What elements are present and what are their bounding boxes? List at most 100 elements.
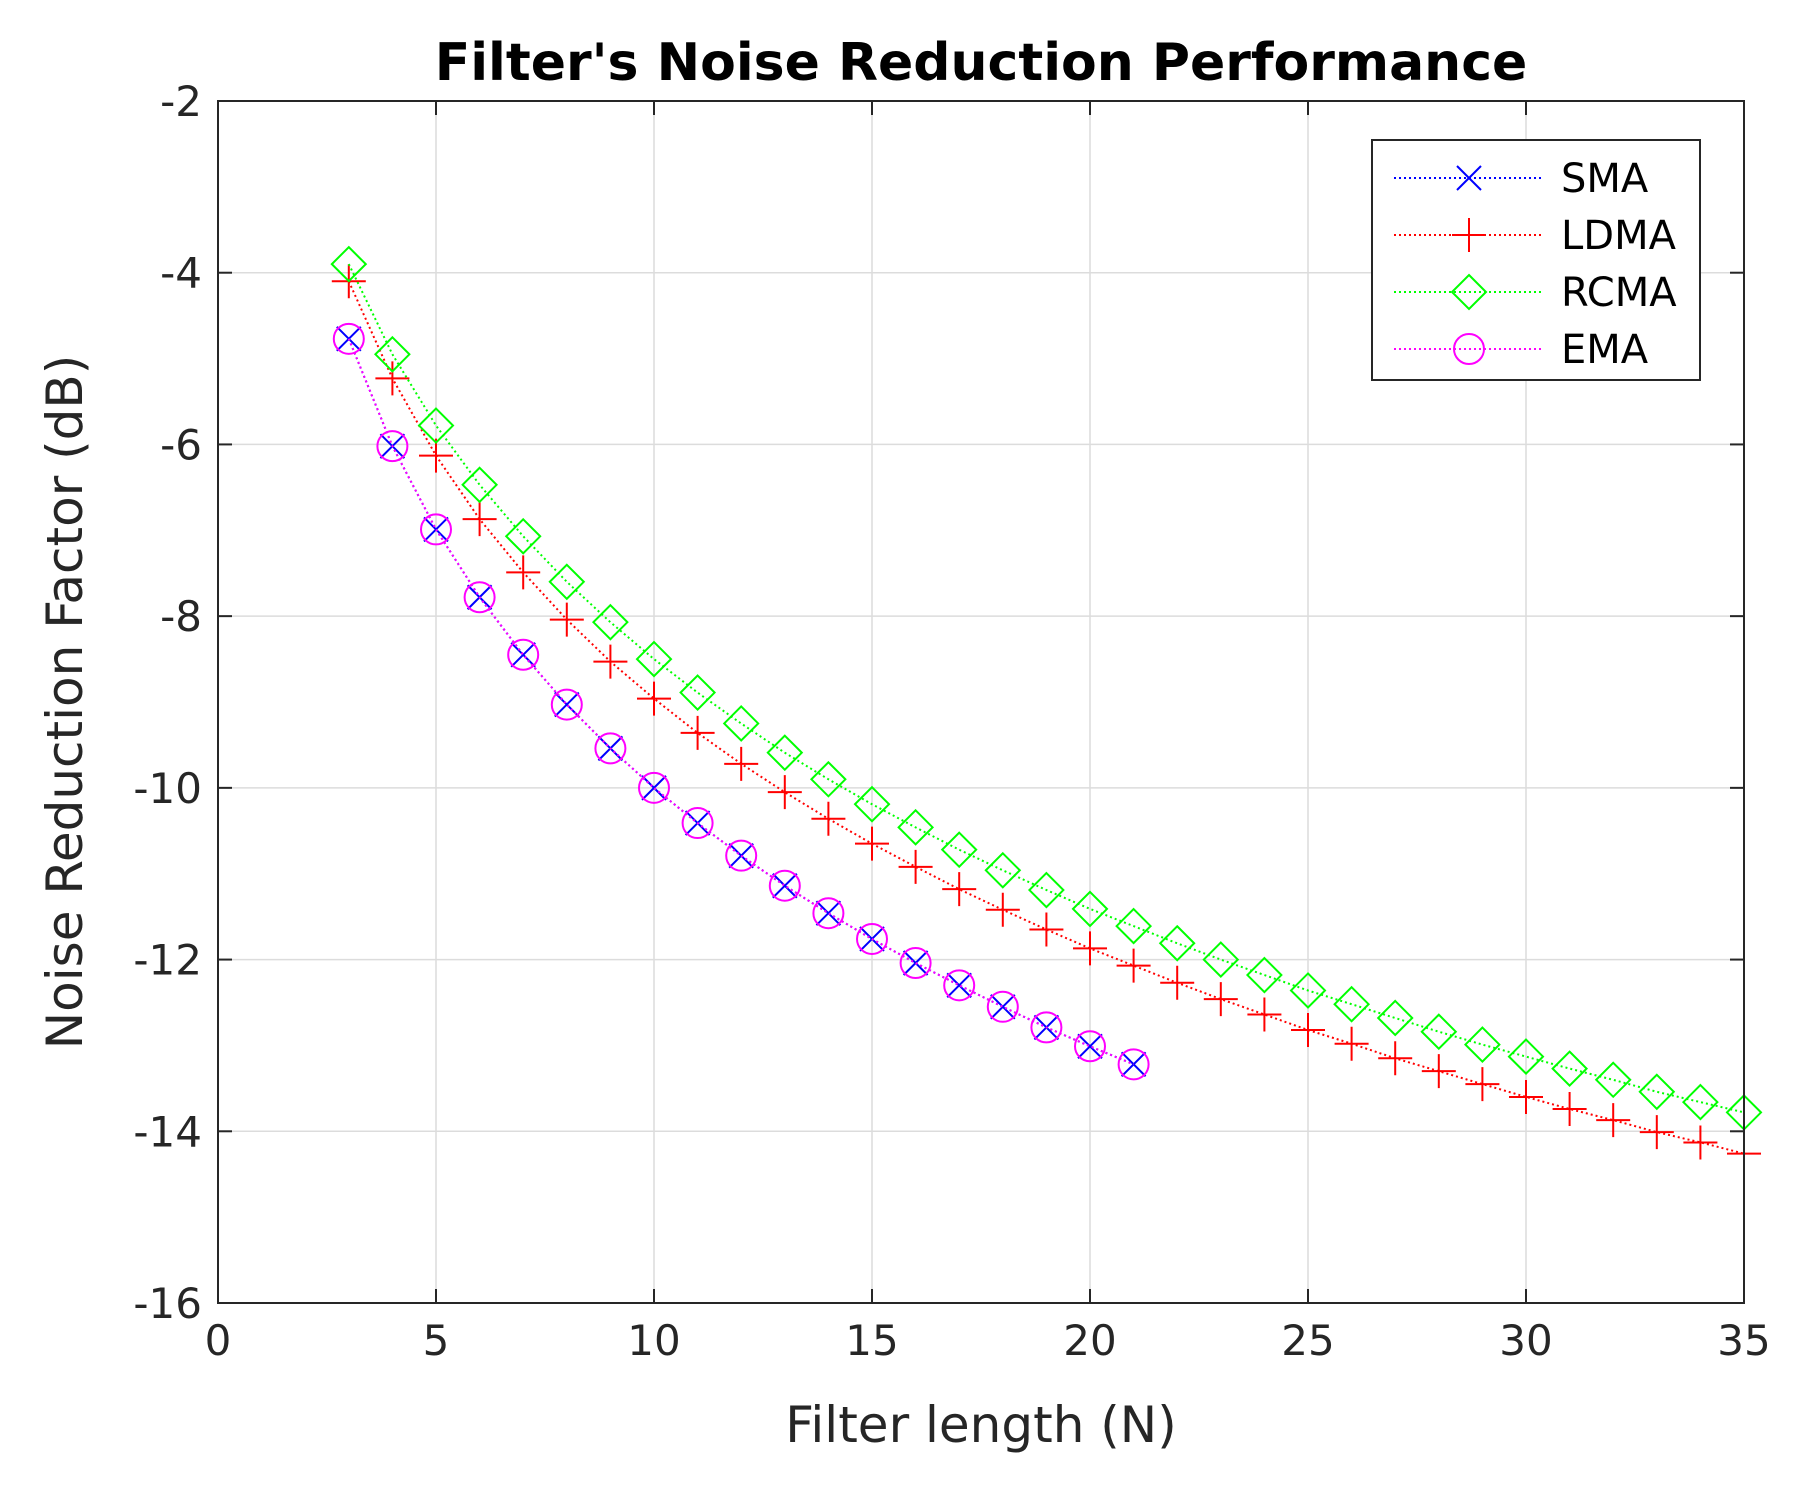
rcma-point: [897, 808, 935, 846]
legend-item-rcma: RCMA: [1394, 270, 1677, 316]
sma-point: [902, 950, 929, 976]
ema-point: [986, 990, 1019, 1023]
y-axis-label: Noise Reduction Factor (dB): [36, 355, 94, 1049]
ema-point: [550, 688, 583, 721]
ldma-point: [419, 438, 453, 473]
ldma-point: [1639, 1115, 1674, 1150]
x-tick-label: 5: [423, 1316, 450, 1365]
rcma-point: [1463, 1026, 1501, 1063]
rcma-point: [1245, 956, 1283, 994]
ldma-point: [637, 681, 671, 716]
ema-point: [1117, 1048, 1150, 1081]
ema-point: [638, 771, 670, 804]
legend-marker-ema: [1453, 333, 1485, 365]
sma-point: [641, 775, 667, 801]
x-tick-label: 0: [205, 1316, 232, 1365]
legend-marker-sma: [1456, 165, 1482, 191]
ldma-point: [549, 602, 584, 637]
y-tick-label: -4: [160, 249, 202, 298]
ldma-point: [855, 826, 889, 861]
sma-point: [1120, 1051, 1147, 1078]
ema-point: [812, 897, 845, 930]
y-tick-label: -14: [133, 1107, 202, 1156]
rcma-point: [1202, 941, 1240, 978]
legend-marker-ldma: [1452, 218, 1486, 252]
rcma-point: [853, 785, 891, 823]
legend-entries: SMA LDMA RCMA EMA: [1394, 156, 1677, 373]
ema-point: [420, 513, 452, 546]
plot-frame: [217, 100, 1745, 1304]
ema-point: [681, 807, 714, 840]
rcma-line: [347, 263, 1745, 1114]
rcma-point: [591, 603, 629, 641]
ldma-point: [1247, 997, 1282, 1032]
sma-point: [772, 873, 798, 899]
legend: SMA LDMA RCMA EMA: [1371, 139, 1701, 381]
ldma-point: [1334, 1026, 1369, 1061]
rcma-point: [1376, 999, 1414, 1037]
ldma-point: [942, 872, 977, 907]
rcma-point: [1158, 924, 1196, 962]
rcma-point: [1115, 907, 1153, 945]
x-tick-label: 10: [627, 1316, 680, 1365]
rcma-point: [635, 640, 673, 678]
sma-point: [728, 842, 754, 869]
legend-label-sma: SMA: [1561, 156, 1649, 202]
x-tick-label: 30: [1499, 1316, 1552, 1365]
ldma-point: [1073, 931, 1107, 966]
ldma-point: [898, 849, 933, 884]
legend-box: [1371, 139, 1701, 381]
legend-label-ema: EMA: [1561, 327, 1649, 373]
sma-point: [815, 900, 842, 926]
ldma-point: [1421, 1054, 1456, 1089]
ldma-point: [1378, 1041, 1413, 1076]
ema-point: [899, 947, 932, 980]
ldma-point: [1465, 1067, 1500, 1102]
ldma-point: [1552, 1091, 1587, 1126]
y-tick-label: -12: [133, 936, 202, 985]
series-layer: [330, 245, 1763, 1171]
legend-marker-rcma: [1450, 273, 1488, 311]
ema-point: [1074, 1030, 1106, 1063]
ldma-line: [347, 280, 1745, 1155]
legend-item-ldma: LDMA: [1394, 213, 1677, 259]
ldma-point: [1596, 1103, 1631, 1138]
rcma-point: [504, 517, 542, 555]
rcma-point: [330, 245, 368, 283]
rcma-point: [1638, 1073, 1676, 1111]
ema-point: [594, 732, 627, 765]
series-ema: [332, 322, 1150, 1081]
ema-point: [1030, 1011, 1063, 1044]
ldma-point: [724, 746, 759, 781]
rcma-point: [766, 734, 804, 772]
y-tick-label: -6: [160, 420, 202, 469]
rcma-point: [461, 466, 499, 504]
ldma-point: [1683, 1125, 1718, 1160]
rcma-point: [1333, 985, 1371, 1023]
legend-label-ldma: LDMA: [1561, 213, 1677, 259]
ldma-point: [767, 775, 802, 810]
sma-point: [1077, 1033, 1103, 1059]
y-tick-label: -8: [160, 592, 202, 641]
ldma-point: [506, 555, 541, 590]
rcma-point: [722, 705, 760, 742]
legend-label-rcma: RCMA: [1561, 270, 1677, 316]
sma-point: [510, 642, 536, 668]
ema-point: [463, 581, 496, 614]
x-tick-label: 35: [1717, 1316, 1770, 1365]
ldma-point: [1203, 982, 1238, 1017]
legend-item-ema: EMA: [1394, 327, 1649, 373]
rcma-point: [809, 760, 847, 798]
x-tick-label: 25: [1281, 1316, 1334, 1365]
ldma-point: [1160, 965, 1195, 1000]
chart-title: Filter's Noise Reduction Performance: [435, 33, 1528, 93]
ldma-point: [680, 715, 715, 750]
rcma-point: [1027, 871, 1065, 909]
x-axis-label: Filter length (N): [785, 1396, 1176, 1454]
rcma-point: [548, 563, 586, 601]
series-ldma: [331, 264, 1761, 1171]
rcma-point: [1289, 972, 1327, 1009]
y-tick-label: -10: [133, 764, 202, 813]
ldma-point: [375, 361, 410, 396]
